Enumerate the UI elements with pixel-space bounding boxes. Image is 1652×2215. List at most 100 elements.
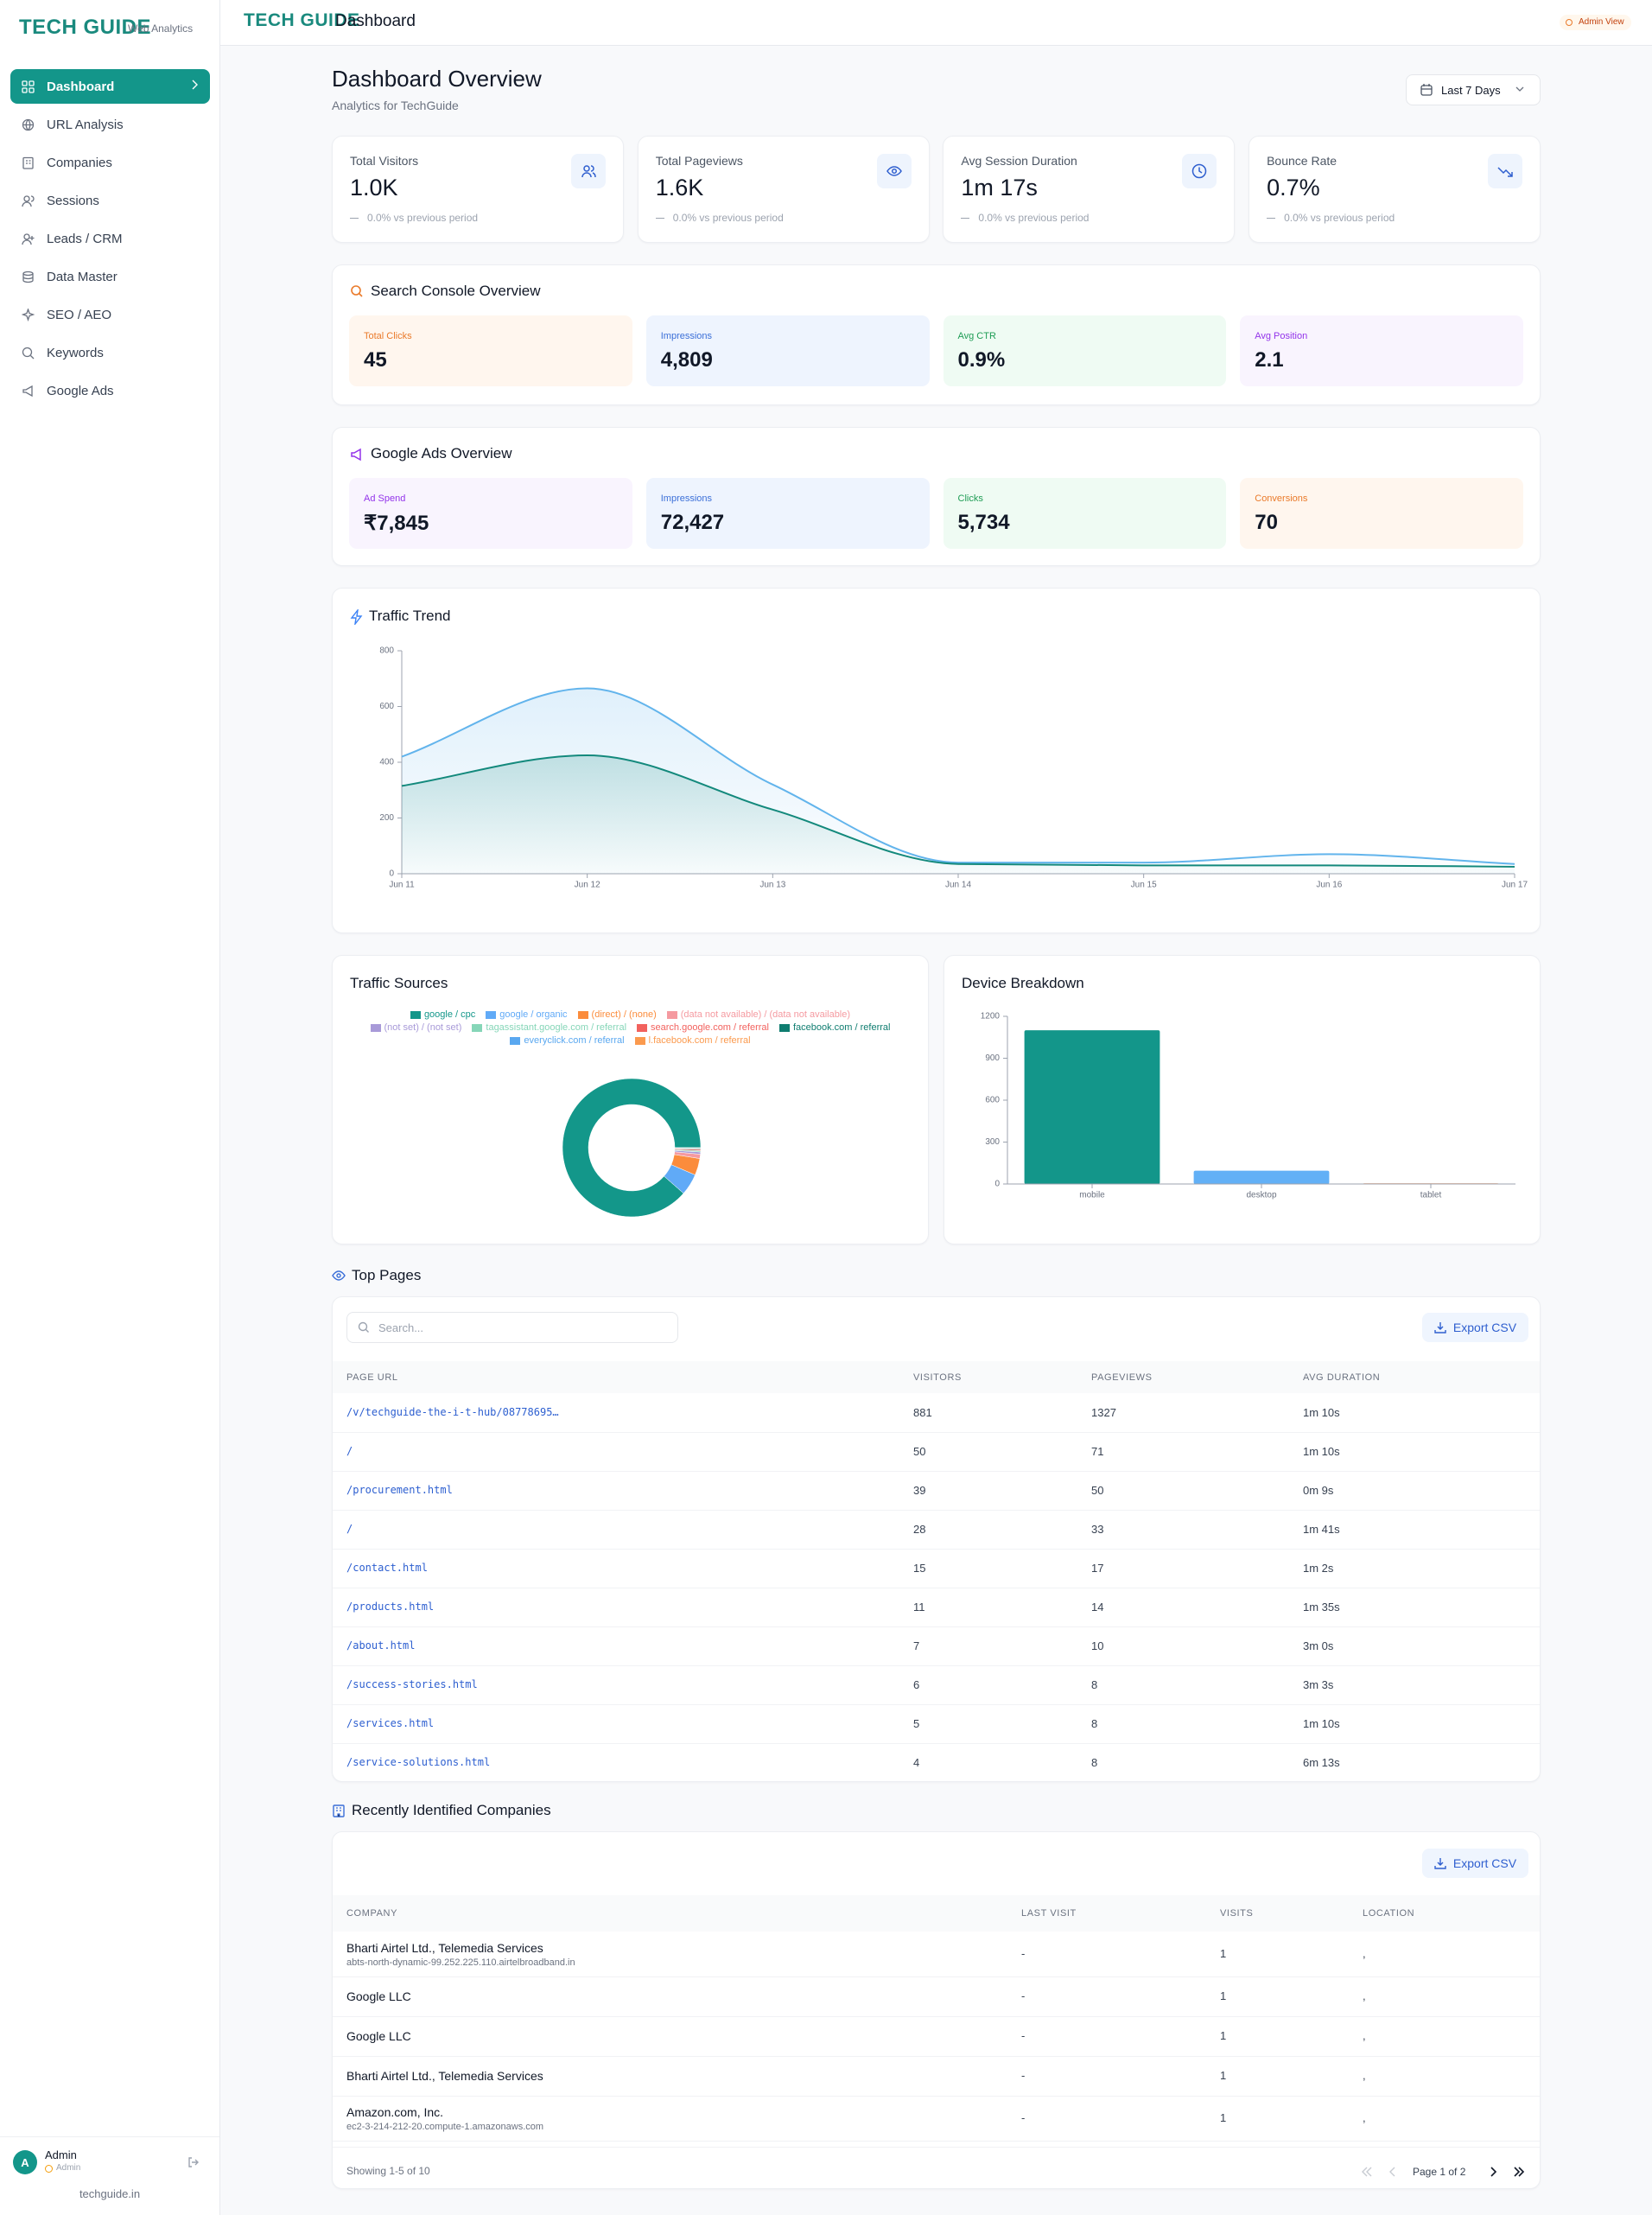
page-subtitle: Analytics for TechGuide [332, 99, 459, 112]
metric: Conversions 70 [1240, 478, 1523, 549]
page-link[interactable]: /success-stories.html [346, 1678, 478, 1690]
nav-item[interactable]: Companies [10, 145, 210, 180]
stat-value: 0.7% [1267, 175, 1320, 200]
metric-label: Clicks [957, 493, 983, 504]
page-link[interactable]: / [346, 1523, 353, 1535]
table-cell: 33 [1091, 1523, 1104, 1536]
last-page[interactable] [1513, 2167, 1525, 2177]
table-cell: 14 [1091, 1601, 1104, 1614]
icon-shape [188, 2157, 199, 2167]
table-cell: 4 [913, 1756, 920, 1769]
company-host: ec2-3-214-212-20.compute-1.amazonaws.com [346, 2122, 544, 2132]
page-link[interactable]: /contact.html [346, 1562, 428, 1574]
table-row: /about.html 7 10 3m 0s [333, 1626, 1540, 1666]
metric-value: 72,427 [660, 511, 725, 534]
search-input[interactable]: Search... [346, 1312, 678, 1343]
nav-item[interactable]: URL Analysis [10, 107, 210, 142]
tick-label: 600 [379, 702, 394, 711]
legend-item: google / organic [486, 1009, 568, 1020]
export-button[interactable]: Export CSV [1422, 1313, 1528, 1342]
avatar: A [13, 2150, 37, 2174]
page-link[interactable]: /procurement.html [346, 1484, 453, 1496]
icon-shape [23, 232, 30, 240]
icon-shape [1192, 163, 1207, 179]
nav-item[interactable]: Leads / CRM [10, 221, 210, 256]
showing: Showing 1-5 of 10 [346, 2165, 430, 2177]
stat-card: Avg Session Duration 1m 17s 0.0% vs previo… [943, 136, 1236, 243]
page-link[interactable]: /service-solutions.html [346, 1756, 491, 1768]
table-cell: 3m 0s [1303, 1639, 1334, 1652]
line [401, 754, 1515, 868]
table-cell: 1m 10s [1303, 1445, 1340, 1458]
nav-item[interactable]: Google Ads [10, 373, 210, 408]
legend-item: facebook.com / referral [778, 1022, 891, 1033]
megaphone-icon [351, 448, 361, 461]
metric-value: ₹7,845 [364, 512, 429, 535]
legend-item: search.google.com / referral [637, 1022, 769, 1033]
metrics: Ad Spend ₹7,845 Impressions 72,427 Clicks 5,7… [349, 478, 1523, 549]
chart-title: Device Breakdown [962, 975, 1084, 991]
page-title: Dashboard Overview [332, 66, 542, 92]
table-cell: 1m 41s [1303, 1523, 1340, 1536]
nav-label: URL Analysis [47, 117, 124, 132]
nav-item[interactable]: Sessions [10, 183, 210, 218]
icon-shape [1490, 2167, 1497, 2177]
export-button[interactable]: Export CSV [1422, 1849, 1528, 1878]
table-cell: 1 [1220, 2069, 1227, 2082]
icon-shape [332, 1270, 346, 1281]
page-link[interactable]: /products.html [346, 1601, 435, 1613]
table-row: Bharti Airtel Ltd., Telemedia Services - 1… [333, 2056, 1540, 2097]
logout-icon[interactable] [187, 2155, 200, 2169]
page-link[interactable]: /services.html [346, 1717, 435, 1729]
download-icon [1434, 1858, 1446, 1869]
company-name: Google LLC [346, 1989, 411, 2003]
icon-shape [1515, 86, 1524, 92]
tick-label: 200 [379, 813, 394, 823]
date-range[interactable]: Last 7 Days [1406, 74, 1541, 105]
sidebar-footer: techguide.in [79, 2187, 141, 2200]
role-icon [45, 2165, 53, 2173]
section-title: Search Console Overview [371, 283, 541, 299]
table-cell: - [1021, 1989, 1026, 2002]
tick-label: 800 [379, 646, 394, 656]
legend-label: tagassistant.google.com / referral [486, 1022, 627, 1033]
stat-icon [876, 154, 912, 188]
chevron [192, 80, 198, 90]
metric-label: Total Clicks [364, 331, 412, 341]
icon-shape [22, 194, 35, 207]
page-link[interactable]: / [346, 1445, 353, 1457]
stat-icon [1488, 154, 1523, 188]
next-page[interactable] [1489, 2167, 1497, 2177]
tick-label: Jun 11 [389, 881, 415, 890]
nav-icon [22, 347, 35, 359]
icon-shape [1420, 85, 1433, 96]
legend-label: facebook.com / referral [792, 1022, 891, 1033]
legend: google / cpc google / organic (direct) / (… [350, 1009, 911, 1046]
icon-shape [192, 80, 198, 90]
company-name: Bharti Airtel Ltd., Telemedia Services [346, 1941, 543, 1955]
metric: Impressions 4,809 [645, 315, 930, 386]
traffic-sources-card: Traffic Sources google / cpc google / org… [332, 955, 929, 1244]
page-link[interactable]: /v/techguide-the-i-t-hub/08778695… [346, 1406, 559, 1418]
nav-item[interactable]: Dashboard [10, 69, 210, 104]
page-link[interactable]: /about.html [346, 1639, 416, 1652]
table-row: /procurement.html 39 50 0m 9s [333, 1471, 1540, 1511]
stat-icon [571, 154, 606, 188]
nav-item[interactable]: Keywords [10, 335, 210, 370]
legend-label: (data not available) / (data not availab… [680, 1009, 851, 1020]
table-row: Google LLC - 1, [333, 2016, 1540, 2057]
user-name: Admin [45, 2148, 77, 2161]
metric: Ad Spend ₹7,845 [349, 478, 632, 549]
legend-label: (not set) / (not set) [384, 1022, 462, 1033]
first-page[interactable] [1361, 2167, 1373, 2177]
table-cell: 8 [1091, 1678, 1098, 1691]
column-header: PAGE URL [346, 1372, 398, 1383]
legend-item: l.facebook.com / referral [634, 1035, 751, 1046]
prev-page[interactable] [1388, 2167, 1397, 2177]
tick-label: Jun 17 [1502, 881, 1528, 890]
nav-label: Sessions [47, 193, 99, 208]
nav-item[interactable]: SEO / AEO [10, 297, 210, 332]
table-header [333, 1361, 1540, 1393]
nav-icon [22, 271, 34, 283]
nav-item[interactable]: Data Master [10, 259, 210, 294]
